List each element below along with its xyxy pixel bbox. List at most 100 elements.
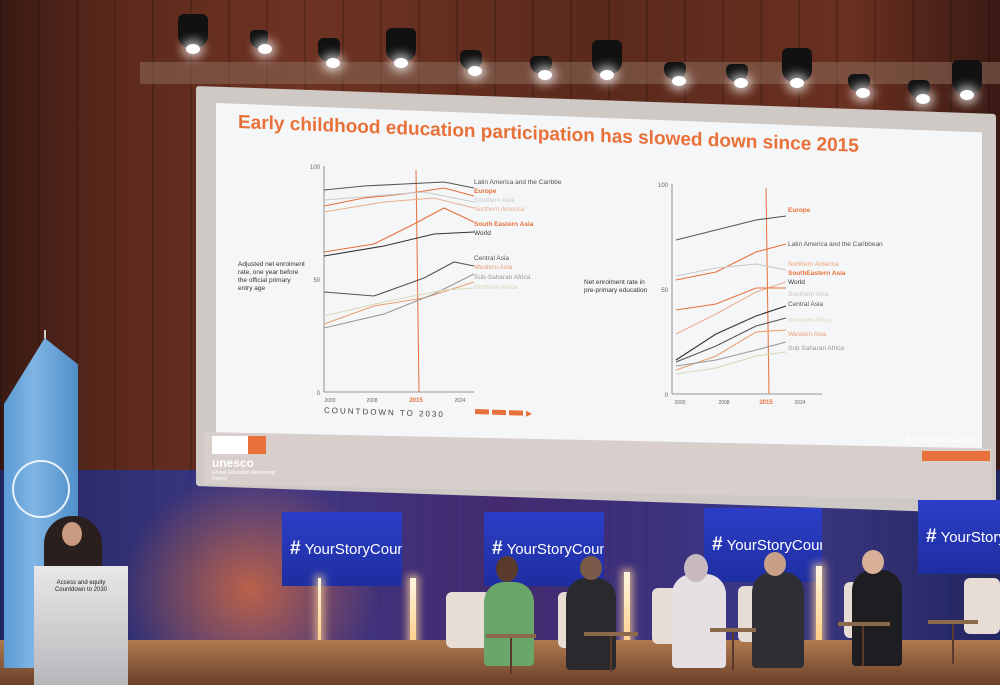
series-line: [675, 263, 787, 277]
series-label: World: [788, 279, 805, 286]
series-label: Southern Asia: [788, 291, 829, 298]
y-axis-label: Net enrolment rate in pre-primary educati…: [584, 279, 648, 294]
panelist-4-head: [764, 552, 786, 576]
table-leg: [610, 636, 612, 672]
series-label: Northern Africa: [474, 284, 518, 291]
stage-lamp-icon: [592, 40, 622, 80]
series-line: [675, 287, 786, 311]
panelist-1-head: [496, 556, 518, 582]
panelist-3-head: [684, 554, 708, 582]
y-axis-label: Adjusted net enrolment rate, one year bef…: [238, 261, 305, 292]
side-table: [584, 632, 638, 636]
unesco-wordmark: unesco: [212, 456, 255, 470]
y-tick-label: 0: [317, 391, 321, 397]
series-line: [323, 281, 475, 325]
stage-lamp-icon: [952, 60, 982, 100]
un-emblem-icon: [12, 460, 70, 518]
podium: [34, 566, 128, 685]
stage-light-bar: [318, 578, 321, 648]
series-label: Central Asia: [788, 301, 823, 308]
series-line: [675, 243, 787, 281]
panelist-5: [852, 570, 902, 666]
series-line: [323, 273, 475, 329]
series-line: [323, 207, 475, 253]
series-label: South Eastern Asia: [474, 221, 534, 228]
series-line: [323, 231, 475, 257]
panelist-3: [672, 574, 726, 668]
series-line: [323, 181, 475, 191]
slide-hashtag: #YourStoryCounts: [906, 434, 979, 444]
series-label: Western Asia: [788, 331, 827, 338]
table-leg: [732, 632, 734, 670]
stage-lamp-icon: [386, 28, 416, 68]
stage-lamp-icon: [530, 56, 552, 80]
series-label: Latin America and the Caribbean: [474, 179, 562, 186]
hashtag-icon: #: [492, 538, 503, 559]
series-label: Latin America and the Caribbean: [788, 241, 883, 248]
series-line: [323, 191, 475, 203]
chair: [446, 592, 490, 648]
speaker-face: [62, 522, 82, 546]
marker-year-line: [765, 187, 770, 395]
hashtag-icon: #: [926, 526, 937, 547]
unesco-logo: unesco Global Education Monitoring Repor…: [212, 436, 282, 482]
stage-banner-2: # YourStoryCounts: [484, 512, 604, 586]
series-line: [323, 197, 475, 213]
stage-light-bar: [624, 572, 630, 652]
chart-right: 100 50 0 2000 2008 2015 2024 Net enrolment rate…: [584, 183, 883, 406]
series-label: Sub-Saharan Africa: [474, 274, 531, 281]
series-line: [323, 287, 475, 317]
slide-hashtag-underline: [922, 451, 990, 461]
series-line: [675, 215, 787, 241]
stage-lamp-icon: [460, 50, 482, 76]
lighting-truss: [140, 62, 1000, 84]
stage-lamp-icon: [178, 14, 208, 54]
series-label: Europe: [474, 188, 497, 195]
stage-light-bar: [816, 566, 822, 646]
x-tick-label: 2000: [674, 400, 685, 406]
x-tick-label: 2015: [759, 400, 773, 406]
banner-text: YourStoryCounts: [726, 536, 822, 554]
series-label: Western Asia: [474, 264, 513, 271]
stage-lamp-icon: [318, 38, 340, 68]
series-label: Central Asia: [474, 255, 509, 262]
stage-banner-3: # YourStoryCounts: [704, 508, 822, 582]
table-leg: [862, 626, 864, 666]
stage-lamp-icon: [726, 64, 748, 88]
series-line: [675, 317, 787, 363]
series-label: Southern Asia: [474, 197, 515, 204]
series-line: [675, 351, 787, 375]
podium-sign: Access and equity Countdown to 2030: [54, 580, 108, 593]
x-tick-label: 2000: [324, 398, 335, 404]
series-line: [675, 341, 787, 367]
y-tick-label: 100: [658, 183, 669, 189]
series-label: Europe: [788, 207, 811, 214]
unesco-subtitle: Global Education Monitoring Report: [212, 470, 275, 482]
marker-year-line: [415, 169, 420, 393]
series-line: [323, 261, 475, 297]
banner-text: YourStoryCounts: [304, 540, 402, 558]
series-label: World: [474, 230, 491, 237]
stage-lamp-icon: [908, 80, 930, 104]
hashtag-icon: #: [290, 538, 301, 559]
x-tick-label: 2008: [366, 398, 377, 404]
x-tick-label: 2008: [718, 400, 729, 406]
panelist-2: [566, 578, 616, 670]
stage-lamp-icon: [782, 48, 812, 88]
series-label: Sub Saharan Africa: [788, 345, 844, 352]
series-line: [675, 281, 787, 335]
series-label: Northern America: [788, 261, 839, 268]
hashtag-icon: #: [712, 534, 723, 555]
stage-light-bar: [410, 578, 416, 650]
stage-lamp-icon: [250, 30, 272, 54]
side-table: [838, 622, 890, 626]
stage-banner-1: # YourStoryCounts: [282, 512, 402, 586]
side-table: [928, 620, 978, 624]
stage-banner-4: # YourStoryCounts: [918, 500, 1000, 574]
side-table: [710, 628, 756, 632]
series-label: SouthEastern Asia: [788, 270, 846, 277]
stage-lamp-icon: [848, 74, 870, 98]
side-table: [486, 634, 536, 638]
